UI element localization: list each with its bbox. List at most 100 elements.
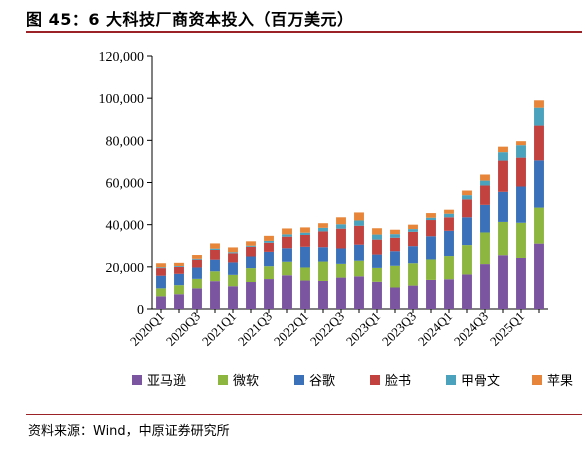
x-tick-label: 2021Q3 <box>235 309 275 349</box>
bar-segment <box>534 125 544 161</box>
bar-segment <box>246 282 256 309</box>
bar-segment <box>426 236 436 260</box>
bar-segment <box>228 274 238 287</box>
legend-label: 谷歌 <box>309 374 335 389</box>
bars <box>156 100 544 313</box>
stacked-bar-chart: 020,00040,00060,00080,000100,000120,000 … <box>99 50 574 389</box>
x-tick-label: 2022Q3 <box>307 309 347 349</box>
bar-segment <box>408 246 418 264</box>
bar-segment <box>336 228 346 249</box>
bar-segment <box>192 267 202 279</box>
bar-segment <box>174 273 184 286</box>
x-tick-label: 2021Q1 <box>199 309 239 349</box>
bar-segment <box>534 160 544 208</box>
bar-segment <box>426 279 436 309</box>
x-tick-label: 2024Q1 <box>415 309 455 349</box>
bar-segment <box>264 235 274 241</box>
bar-segment <box>282 228 292 235</box>
legend-swatch <box>370 375 380 385</box>
y-tick-label: 40,000 <box>106 219 145 234</box>
bar-segment <box>174 266 184 274</box>
bar-segment <box>264 242 274 252</box>
bar-segment <box>498 221 508 256</box>
bar-segment <box>354 212 364 221</box>
bar-segment <box>156 268 166 276</box>
bar-segment <box>480 232 490 265</box>
bar-segment <box>534 100 544 108</box>
bar-segment <box>210 248 220 250</box>
bar-segment <box>444 217 454 231</box>
bar-segment <box>462 245 472 275</box>
bar-segment <box>516 257 526 309</box>
bar-segment <box>264 251 274 267</box>
bar-segment <box>408 263 418 286</box>
bar-segment <box>426 217 436 221</box>
bar-segment <box>174 262 184 266</box>
y-tick-label: 80,000 <box>106 134 145 149</box>
bar-segment <box>174 265 184 267</box>
y-tick-label: 100,000 <box>99 92 145 107</box>
bar-segment <box>246 246 256 257</box>
bar-segment <box>336 217 346 225</box>
legend-label: 甲骨文 <box>461 374 500 389</box>
bar-segment <box>318 227 328 232</box>
bar-segment <box>462 274 472 309</box>
bar-segment <box>372 228 382 235</box>
bar-segment <box>408 285 418 309</box>
bar-segment <box>372 234 382 240</box>
bar-segment <box>408 224 418 230</box>
bar-segment <box>516 222 526 258</box>
bar-segment <box>156 275 166 289</box>
bar-segment <box>318 280 328 309</box>
bar-segment <box>444 213 454 218</box>
bar-segment <box>192 258 202 260</box>
bar-segment <box>354 244 364 261</box>
bar-segment <box>390 265 400 288</box>
bar-segment <box>228 286 238 309</box>
bar-segment <box>534 243 544 309</box>
legend-swatch <box>532 375 542 385</box>
bar-segment <box>156 288 166 297</box>
y-tick-label: 0 <box>137 303 144 318</box>
bar-segment <box>282 236 292 249</box>
bar-segment <box>534 207 544 244</box>
bar-segment <box>354 225 364 245</box>
x-tick-label: 2020Q3 <box>163 309 203 349</box>
bar-segment <box>318 231 328 248</box>
legend-label: 亚马逊 <box>147 374 186 389</box>
bar-segment <box>282 248 292 262</box>
legend-label: 微软 <box>233 374 259 389</box>
bar-segment <box>516 145 526 158</box>
figure-title: 图 45：6 大科技厂商资本投入（百万美元） <box>26 10 354 29</box>
bar-segment <box>390 237 400 252</box>
source-divider <box>26 414 582 415</box>
bar-segment <box>372 254 382 268</box>
bar-segment <box>210 243 220 249</box>
bar-segment <box>156 296 166 309</box>
bar-segment <box>336 224 346 229</box>
legend-swatch <box>446 375 456 385</box>
bar-segment <box>390 234 400 238</box>
legend-swatch <box>132 375 142 385</box>
bar-segment <box>336 263 346 278</box>
bar-segment <box>408 229 418 232</box>
bar-segment <box>300 246 310 268</box>
bar-segment <box>156 263 166 268</box>
legend-swatch <box>294 375 304 385</box>
bar-segment <box>264 266 274 280</box>
bar-segment <box>480 185 490 205</box>
bar-segment <box>282 275 292 309</box>
bar-segment <box>444 279 454 309</box>
x-tick-label: 2025Q1 <box>487 309 527 349</box>
bar-segment <box>228 253 238 263</box>
bar-segment <box>354 220 364 226</box>
y-tick-label: 60,000 <box>106 177 145 192</box>
bar-segment <box>300 232 310 235</box>
bar-segment <box>282 234 292 237</box>
bar-segment <box>336 248 346 264</box>
bar-segment <box>480 174 490 181</box>
bar-segment <box>498 152 508 161</box>
bar-segment <box>318 223 328 228</box>
bar-segment <box>246 268 256 283</box>
bar-segment <box>516 157 526 187</box>
